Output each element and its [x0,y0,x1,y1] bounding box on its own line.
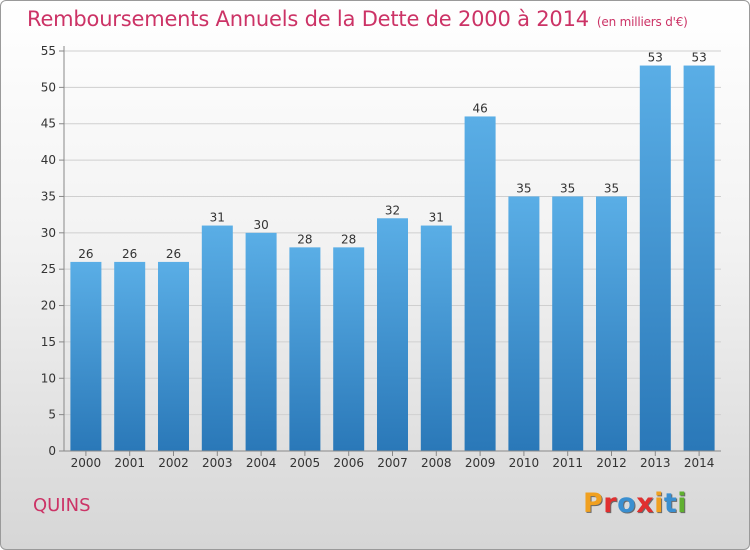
logo-letter: r [603,488,618,519]
bar [201,225,233,451]
data-label: 32 [385,203,400,217]
logo-letter: P [583,488,604,519]
logo-letter: x [636,488,655,519]
x-tick-label: 2000 [71,456,102,470]
data-label: 31 [429,211,444,225]
y-tick-label: 15 [41,335,56,349]
y-tick-label: 10 [41,371,56,385]
bar [639,65,671,451]
x-tick-label: 2002 [158,456,189,470]
y-tick-label: 55 [41,44,56,58]
data-label: 26 [166,247,181,261]
x-tick-label: 2009 [465,456,496,470]
y-tick-label: 0 [48,444,56,458]
x-tick-label: 2001 [114,456,145,470]
y-tick-label: 50 [41,80,56,94]
proxiti-logo: Proxiti [583,488,687,519]
x-tick-label: 2004 [246,456,277,470]
bar [333,247,365,451]
location-name: QUINS [33,495,91,516]
data-label: 26 [78,247,93,261]
data-label: 28 [341,232,356,246]
y-tick-label: 30 [41,226,56,240]
x-tick-label: 2014 [684,456,715,470]
data-label: 30 [253,218,268,232]
bar [596,196,627,451]
logo-letter: t [663,488,678,519]
bar [245,232,277,451]
logo-letter: i [677,488,688,519]
bar [683,65,715,451]
logo-letter: o [617,488,637,519]
bar [114,261,146,451]
data-label: 46 [472,101,487,115]
bar [158,261,189,451]
chart-title: Remboursements Annuels de la Dette de 20… [27,7,688,31]
x-tick-label: 2005 [290,456,321,470]
logo-letter: i [654,488,664,519]
y-tick-label: 25 [41,262,56,276]
data-label: 28 [297,232,312,246]
bar [508,196,540,451]
x-tick-label: 2011 [552,456,583,470]
data-label: 53 [691,51,706,65]
x-tick-label: 2007 [377,456,408,470]
bar [289,247,321,451]
x-tick-label: 2012 [596,456,627,470]
y-tick-label: 45 [41,117,56,131]
data-label: 35 [516,181,531,195]
data-label: 31 [210,211,225,225]
y-tick-label: 20 [41,299,56,313]
x-tick-label: 2006 [333,456,364,470]
data-label: 26 [122,247,137,261]
bar [464,116,496,452]
y-tick-label: 5 [48,408,56,422]
chart-subtitle: (en milliers d'€) [596,15,688,29]
data-label: 35 [560,181,575,195]
y-tick-label: 40 [41,153,56,167]
y-tick-label: 35 [41,189,56,203]
bar [552,196,584,451]
bar [420,225,452,451]
x-tick-label: 2008 [421,456,452,470]
bar [70,261,102,451]
x-tick-label: 2003 [202,456,233,470]
bar [377,218,408,451]
x-tick-label: 2010 [509,456,540,470]
data-label: 53 [648,51,663,65]
chart-title-text: Remboursements Annuels de la Dette de 20… [27,7,589,31]
data-label: 35 [604,181,619,195]
x-tick-label: 2013 [640,456,671,470]
